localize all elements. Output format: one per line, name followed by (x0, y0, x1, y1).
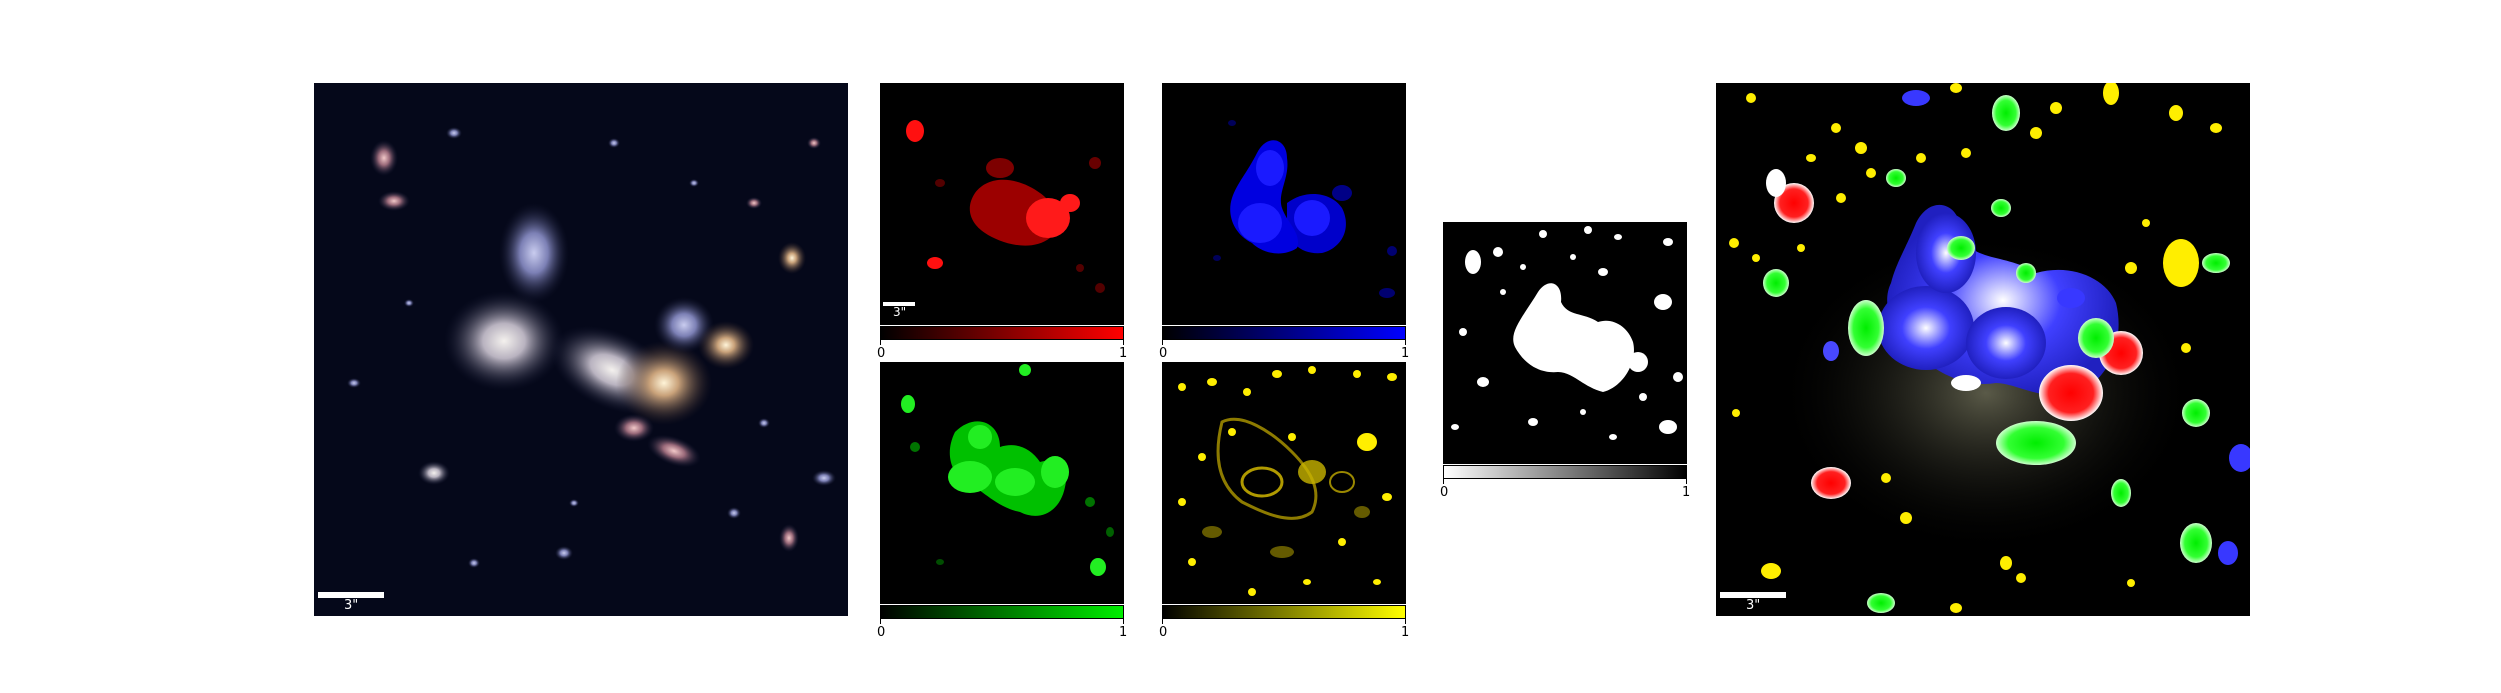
red-colorbar-min: 0 (877, 346, 885, 361)
mask-map (1443, 222, 1687, 464)
blue-colorbar-min: 0 (1159, 346, 1167, 361)
blue-colorbar (1162, 326, 1406, 340)
gray-colorbar-max: 1 (1682, 485, 1690, 500)
green-colorbar-min: 0 (877, 625, 885, 640)
scale-bar-label: 3" (1746, 598, 1760, 613)
green-colorbar (880, 605, 1124, 619)
green-colorbar-max: 1 (1119, 625, 1127, 640)
yellow-channel-map (1162, 362, 1406, 604)
green-channel-map (880, 362, 1124, 604)
gray-colorbar-min: 0 (1440, 485, 1448, 500)
red-channel-map: 3" (880, 83, 1124, 325)
yellow-colorbar-min: 0 (1159, 625, 1167, 640)
red-colorbar (880, 326, 1124, 340)
composite-map: 3" (1716, 83, 2250, 616)
scale-bar-label: 3" (344, 598, 358, 613)
scale-bar-label: 3" (893, 305, 906, 319)
gray-colorbar (1443, 465, 1687, 479)
yellow-colorbar (1162, 605, 1406, 619)
red-colorbar-max: 1 (1119, 346, 1127, 361)
galaxy-color-image: 3" (314, 83, 848, 616)
yellow-colorbar-max: 1 (1401, 625, 1409, 640)
blue-channel-map (1162, 83, 1406, 325)
blue-colorbar-max: 1 (1401, 346, 1409, 361)
